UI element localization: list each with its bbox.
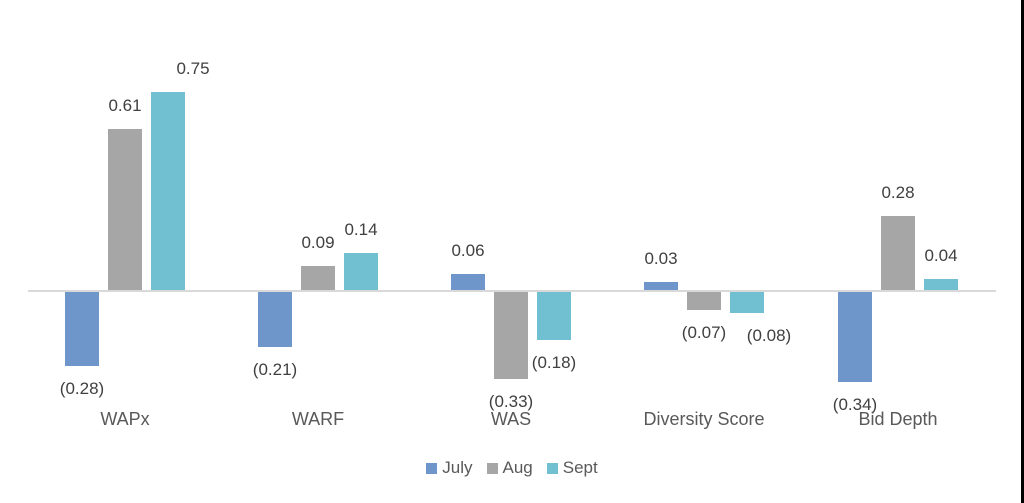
legend-item-july: July	[426, 458, 473, 478]
bar-july-bid-depth	[838, 292, 872, 382]
bar-sept-warf	[344, 253, 378, 290]
legend-item-aug: Aug	[486, 458, 533, 478]
bar-sept-diversity-score	[730, 292, 764, 313]
data-label: (0.07)	[681, 323, 727, 342]
data-label: (0.08)	[746, 326, 792, 345]
data-label: 0.04	[924, 246, 958, 265]
category-label-warf: WARF	[291, 409, 345, 429]
data-label: (0.28)	[59, 379, 105, 398]
data-label: 0.75	[176, 59, 210, 78]
data-label: 0.06	[451, 241, 485, 260]
bar-sept-was	[537, 292, 571, 340]
legend-label: July	[442, 458, 473, 477]
data-label: 0.61	[108, 96, 142, 115]
bar-sept-wapx	[151, 92, 185, 290]
legend-label: Sept	[562, 458, 598, 477]
legend-item-sept: Sept	[546, 458, 598, 478]
x-axis-line	[28, 290, 996, 292]
category-label-wapx: WAPx	[100, 409, 150, 429]
legend-swatch-icon	[426, 462, 438, 474]
category-label-bid-depth: Bid Depth	[858, 409, 938, 429]
bar-july-diversity-score	[644, 282, 678, 290]
right-edge-border	[1021, 0, 1024, 503]
category-label-diversity-score: Diversity Score	[643, 409, 765, 429]
bar-july-was	[451, 274, 485, 290]
data-label: 0.14	[344, 220, 378, 239]
bar-aug-wapx	[108, 129, 142, 290]
bar-july-wapx	[65, 292, 99, 366]
data-label: (0.34)	[832, 395, 878, 414]
data-label: (0.21)	[252, 360, 298, 379]
data-label: (0.33)	[488, 392, 534, 411]
data-label: 0.03	[644, 249, 678, 268]
bar-aug-diversity-score	[687, 292, 721, 310]
bar-aug-bid-depth	[881, 216, 915, 290]
data-label: 0.28	[881, 183, 915, 202]
data-label: 0.09	[301, 233, 335, 252]
legend: July Aug Sept	[0, 458, 1024, 478]
legend-swatch-icon	[546, 462, 558, 474]
bar-aug-warf	[301, 266, 335, 290]
legend-swatch-icon	[486, 462, 498, 474]
bar-aug-was	[494, 292, 528, 379]
bar-july-warf	[258, 292, 292, 347]
data-label: (0.18)	[531, 353, 577, 372]
legend-label: Aug	[502, 458, 533, 477]
category-label-was: WAS	[490, 409, 532, 429]
bar-sept-bid-depth	[924, 279, 958, 290]
